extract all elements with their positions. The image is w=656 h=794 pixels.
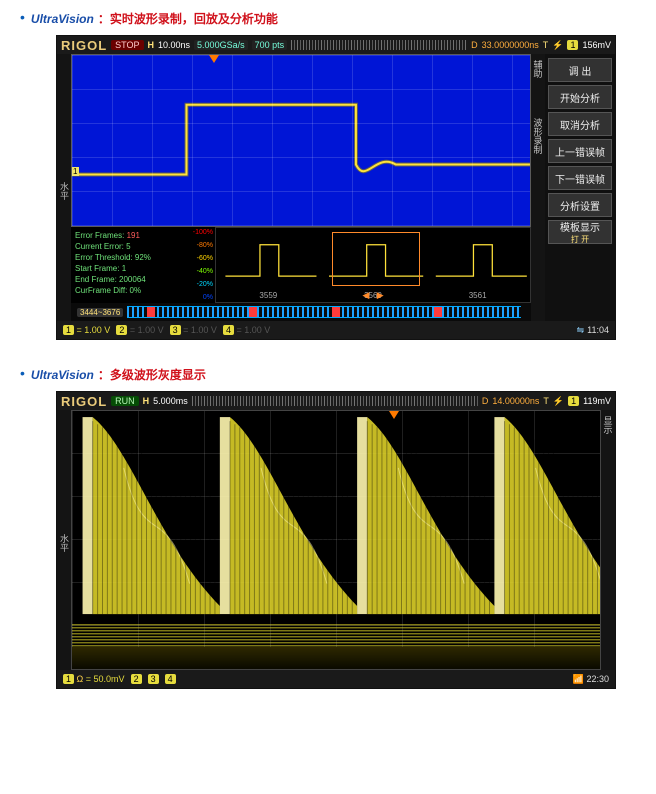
memory-indicator [192, 396, 478, 406]
colorbar-tick: -20% [191, 281, 215, 288]
baseband-noise [72, 623, 600, 647]
nav-arrows[interactable]: ◀ ▶ [362, 290, 383, 301]
channel-readout[interactable]: 1 = 1.00 V [63, 325, 110, 335]
oscilloscope-1: RIGOL STOP H 10.00ns 5.000GSa/s 700 pts … [56, 35, 616, 340]
menu-sub: 打 开 [571, 234, 589, 245]
menu-button[interactable]: 上一错误帧 [548, 139, 612, 163]
rigol-logo: RIGOL [61, 394, 107, 409]
trigger-position-marker [209, 55, 219, 63]
mini-axis-tick: 3559 [259, 291, 277, 300]
trigger-t-label: T [543, 396, 549, 406]
clock: 📶 22:30 [573, 674, 609, 685]
frame-scrollbar[interactable]: 3444~3676 [71, 303, 531, 321]
scope2-topbar: RIGOL RUN H 5.000ms D 14.00000ns T ⚡ 1 1… [57, 392, 615, 410]
current-frame-highlight [332, 232, 420, 286]
bullet-dot: • [20, 365, 25, 381]
menu-button[interactable]: 模板显示打 开 [548, 220, 612, 244]
delay-d-label: D [482, 396, 489, 406]
rigol-logo: RIGOL [61, 38, 107, 53]
mini-axis-tick: 3561 [469, 291, 487, 300]
scope1-topbar: RIGOL STOP H 10.00ns 5.000GSa/s 700 pts … [57, 36, 615, 54]
left-rail: 水平 [57, 410, 71, 670]
timebase-value: 5.000ms [153, 396, 188, 406]
section-1-title: • UltraVision ：实时波形录制，回放及分析功能 [20, 10, 650, 27]
trigger-t-label: T [543, 40, 549, 50]
timebase-h-label: H [143, 396, 150, 406]
section-suffix: ：多级波形灰度显示 [98, 366, 206, 383]
timebase-value: 10.00ns [158, 40, 190, 50]
colorbar-tick: -60% [191, 255, 215, 262]
ground-band [72, 647, 600, 669]
left-rail-label: 水平 [58, 534, 71, 552]
clock: 11:04 [577, 325, 609, 336]
section-2-title: • UltraVision ：多级波形灰度显示 [20, 366, 650, 383]
channel-readout[interactable]: 4 = 1.00 V [223, 325, 270, 335]
sample-rate: 5.000GSa/s [194, 40, 248, 50]
trigger-edge-icon: ⚡ [552, 40, 563, 51]
grid-overlay [72, 55, 530, 226]
right-rail-label: 显示 [602, 416, 615, 434]
menu-button[interactable]: 分析设置 [548, 193, 612, 217]
channel-readout[interactable]: 2 = 1.00 V [116, 325, 163, 335]
colorbar-tick: -80% [191, 242, 215, 249]
intensity-waveform-area[interactable] [71, 410, 601, 670]
channel-readout[interactable]: 1 Ω = 50.0mV [63, 674, 125, 684]
brand-word: UltraVision [31, 12, 94, 26]
stat-row: CurFrame Diff: 0% [75, 285, 187, 296]
channel-readout[interactable]: 3 = 1.00 V [170, 325, 217, 335]
run-status: STOP [111, 40, 143, 50]
scope1-bottombar: 1 = 1.00 V 2 = 1.00 V 3 = 1.00 V 4 = 1.00 V… [57, 321, 615, 339]
stat-row: Current Error: 5 [75, 241, 187, 252]
stat-row: Error Frames: 191 [75, 230, 187, 241]
trigger-channel: 1 [567, 40, 578, 50]
stat-row: Error Threshold: 92% [75, 252, 187, 263]
trigger-level: 119mV [583, 396, 611, 406]
brand-word: UltraVision [31, 368, 94, 382]
stat-row: Start Frame: 1 [75, 263, 187, 274]
menu-button[interactable]: 取消分析 [548, 112, 612, 136]
memory-indicator [291, 40, 467, 50]
colorbar-tick: -100% [191, 229, 215, 236]
channel-readout[interactable]: 3 [148, 674, 159, 684]
main-waveform-area[interactable]: 1 [71, 54, 531, 227]
timebase-h-label: H [148, 40, 155, 50]
menu-button[interactable]: 下一错误帧 [548, 166, 612, 190]
bullet-dot: • [20, 9, 25, 25]
colorbar-tick: 0% [191, 294, 215, 301]
right-rail: 显示 [601, 410, 615, 670]
right-rail-label-1: 辅助 [532, 60, 545, 78]
channel-readout[interactable]: 4 [165, 674, 176, 684]
menu-button[interactable]: 调 出 [548, 58, 612, 82]
analysis-stats: Error Frames: 191Current Error: 5Error T… [71, 227, 191, 303]
run-status: RUN [111, 396, 139, 406]
delay-d-label: D [471, 40, 478, 50]
scope2-bottombar: 1 Ω = 50.0mV 2 3 4 📶 22:30 [57, 670, 615, 688]
frame-ticks [127, 306, 521, 318]
trigger-level: 156mV [582, 40, 611, 50]
menu-button[interactable]: 开始分析 [548, 85, 612, 109]
sample-pts: 700 pts [252, 40, 288, 50]
delay-value: 33.0000000ns [482, 40, 539, 50]
section-suffix: ：实时波形录制，回放及分析功能 [98, 10, 278, 27]
menu-label: 模板显示 [560, 220, 600, 234]
channel-readout[interactable]: 2 [131, 674, 142, 684]
frame-thumbnails[interactable]: 355935603561 ◀ ▶ [215, 227, 531, 303]
error-colorbar: -100% -80% -60% -40% -20% 0% [191, 227, 215, 303]
left-rail-label: 水平 [58, 182, 71, 200]
delay-value: 14.00000ns [492, 396, 539, 406]
colorbar-tick: -40% [191, 268, 215, 275]
stat-row: End Frame: 200064 [75, 274, 187, 285]
trigger-channel: 1 [568, 396, 579, 406]
frame-range-label: 3444~3676 [77, 308, 123, 317]
channel-ground-marker: 1 [71, 167, 79, 176]
scope1-menu: 调 出开始分析取消分析上一错误帧下一错误帧分析设置模板显示打 开 [545, 54, 615, 321]
oscilloscope-2: RIGOL RUN H 5.000ms D 14.00000ns T ⚡ 1 1… [56, 391, 616, 689]
trigger-edge-icon: ⚡ [553, 396, 564, 407]
right-rail: 辅助 波形录制 [531, 54, 545, 321]
left-rail: 水平 [57, 54, 71, 321]
right-rail-label-2: 波形录制 [532, 118, 545, 154]
